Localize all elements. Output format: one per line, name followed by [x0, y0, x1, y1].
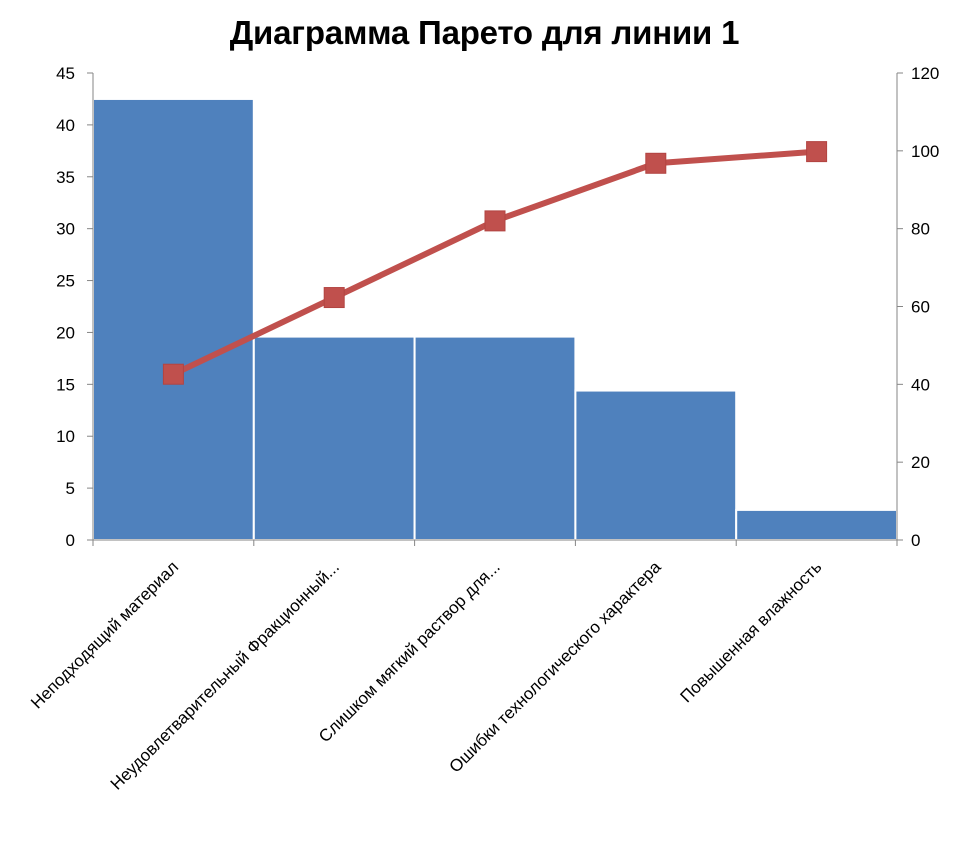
y-left-tick-label: 30: [56, 220, 75, 239]
x-axis-ticks: [92, 540, 898, 546]
y-left-tick-label: 5: [66, 479, 75, 498]
y-axis-left-ticks: 0 5 10 15 20 25 30 35 40 45: [56, 64, 93, 550]
y-right-tick-label: 40: [911, 375, 930, 394]
line-marker: [162, 363, 184, 385]
bar: [92, 97, 255, 541]
y-left-tick-label: 0: [66, 531, 75, 550]
bars-group: [92, 97, 899, 542]
category-label: Слишком мягкий раствор для...: [315, 557, 504, 746]
bar: [735, 508, 899, 542]
category-label: Неподходящий материал: [27, 557, 182, 712]
y-axis-right-ticks: 0 20 40 60 80 100 120: [897, 64, 939, 550]
chart-title: Диаграмма Парето для линии 1: [229, 14, 740, 51]
category-label: Повышенная влажность: [677, 557, 826, 706]
y-left-tick-label: 35: [56, 168, 75, 187]
bar: [413, 335, 577, 541]
y-right-tick-label: 100: [911, 142, 939, 161]
y-right-tick-label: 120: [911, 64, 939, 83]
category-labels: Неподходящий материалНеудовлетварительны…: [27, 557, 825, 794]
y-left-tick-label: 10: [56, 427, 75, 446]
y-left-tick-label: 15: [56, 375, 75, 394]
cumulative-line-group: [162, 141, 828, 385]
y-left-tick-label: 45: [56, 64, 75, 83]
line-marker: [484, 210, 506, 232]
line-marker: [645, 152, 667, 174]
y-left-tick-label: 25: [56, 272, 75, 291]
y-left-tick-label: 40: [56, 116, 75, 135]
line-marker: [806, 141, 828, 163]
line-marker: [323, 287, 345, 309]
y-right-tick-label: 80: [911, 220, 930, 239]
y-right-tick-label: 60: [911, 298, 930, 317]
y-left-tick-label: 20: [56, 323, 75, 342]
bar: [574, 389, 738, 541]
y-right-tick-label: 0: [911, 531, 920, 550]
bar: [252, 335, 416, 541]
y-right-tick-label: 20: [911, 453, 930, 472]
